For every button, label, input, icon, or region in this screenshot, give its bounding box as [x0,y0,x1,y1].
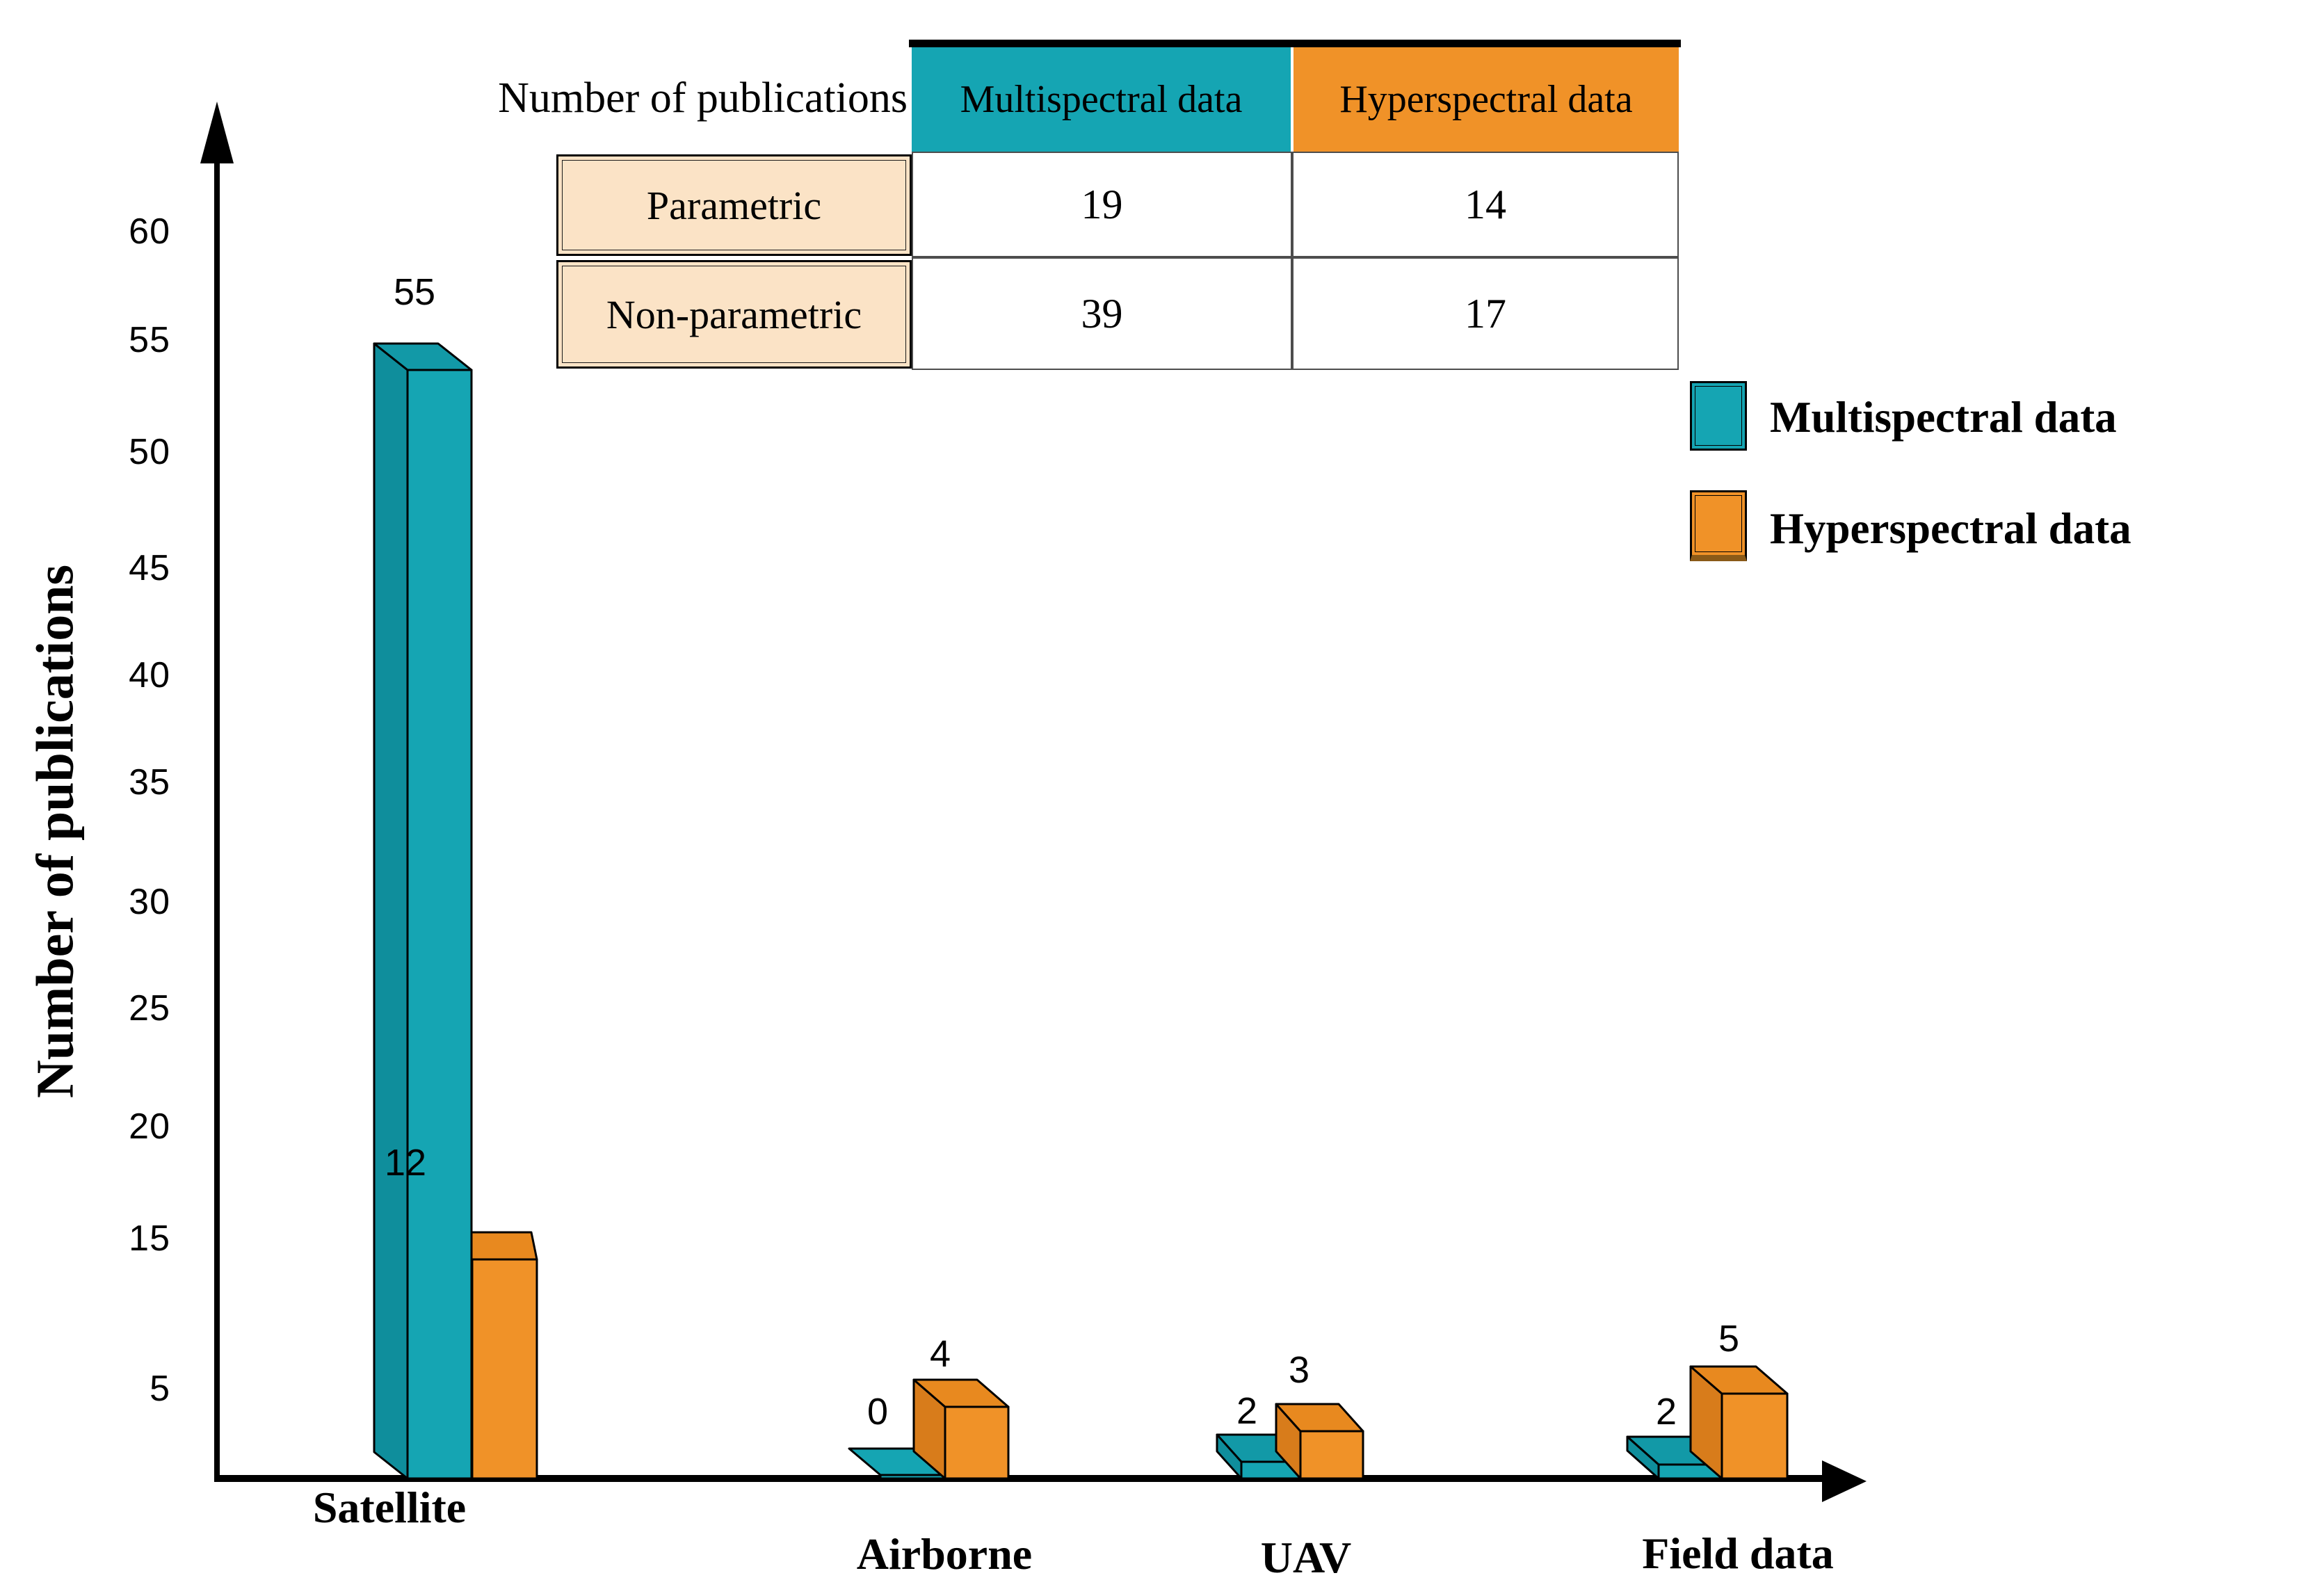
y-tick-label: 20 [129,1106,170,1147]
uav-hyperspectral-bar [1299,1430,1364,1480]
table-row-label-parametric: Parametric [556,154,912,256]
bar-group-field-data [1626,1365,1789,1480]
x-category-label-satellite: Satellite [312,1483,467,1532]
x-category-label-airborne: Airborne [856,1529,1033,1579]
bar-group-airborne [848,1378,1010,1480]
y-tick-label: 25 [129,988,170,1029]
table-cell-non-parametric-hyperspectral: 17 [1292,257,1679,370]
table-title: Number of publications [498,74,908,122]
y-tick-label: 55 [129,320,170,360]
satellite-multispectral-bar-side [373,342,409,1480]
table-cell-parametric-hyperspectral: 14 [1292,152,1679,257]
table-row-label-non-parametric: Non-parametric [556,260,912,369]
table-header-multispectral: Multispectral data [912,47,1291,152]
y-tick-label: 40 [129,655,170,695]
field-hyperspectral-bar [1720,1392,1789,1480]
table-header-top-border [909,40,1681,47]
y-axis-arrowhead-icon [200,102,234,163]
bar-value-label: 12 [384,1142,427,1184]
satellite-multispectral-bar [406,369,473,1480]
bar-value-label: 2 [1236,1390,1258,1432]
x-category-label-field-data: Field data [1642,1529,1834,1578]
x-axis-line [214,1475,1828,1482]
bar-value-label: 4 [929,1333,951,1375]
legend-label-multispectral: Multispectral data [1770,393,2117,442]
bar-group-uav [1216,1403,1364,1480]
y-tick-label: 50 [129,432,170,472]
legend-swatch-hyperspectral [1690,490,1747,561]
bar-group-satellite [373,342,538,1480]
bar-value-label: 0 [867,1391,889,1433]
satellite-hyperspectral-bar [471,1258,538,1480]
y-tick-label: 5 [150,1369,170,1409]
airborne-multispectral-bar [879,1474,946,1480]
y-tick-label: 15 [129,1218,170,1259]
legend-label-hyperspectral: Hyperspectral data [1770,504,2131,553]
x-category-label-uav: UAV [1260,1533,1352,1582]
x-axis-arrowhead-icon [1822,1460,1867,1502]
bar-value-label: 2 [1655,1391,1677,1433]
bar-value-label: 3 [1288,1349,1310,1391]
y-axis-line [214,118,220,1478]
legend-swatch-multispectral [1690,381,1747,451]
y-tick-label: 45 [129,548,170,588]
table-header-hyperspectral: Hyperspectral data [1293,47,1679,152]
y-tick-label: 35 [129,762,170,803]
airborne-hyperspectral-bar [944,1405,1010,1480]
table-cell-non-parametric-multispectral: 39 [912,257,1292,370]
y-tick-label: 60 [129,211,170,252]
bar-value-label: 55 [393,271,436,313]
bar-value-label: 5 [1718,1318,1740,1360]
y-tick-label: 30 [129,882,170,922]
table-cell-parametric-multispectral: 19 [912,152,1292,257]
